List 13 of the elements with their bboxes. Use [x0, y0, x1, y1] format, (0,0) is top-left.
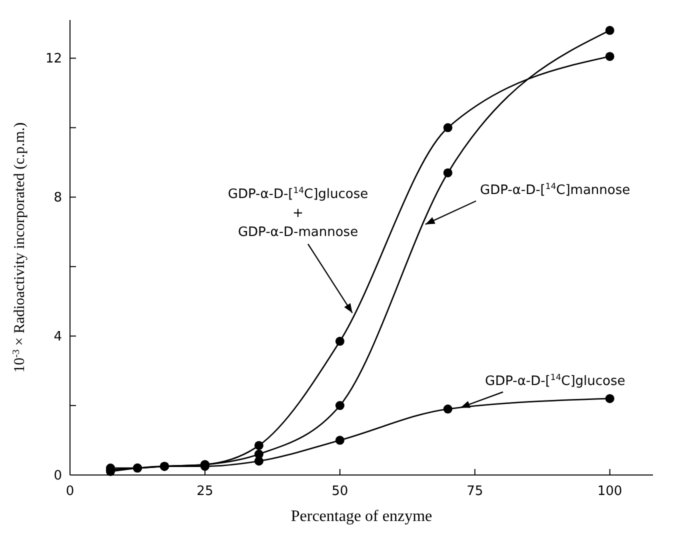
x-tick-label: 0 — [66, 484, 74, 499]
series-label: GDP-α-D-[$^{14}$C]glucose — [485, 372, 626, 389]
x-tick-label: 75 — [466, 484, 484, 499]
x-tick-label: 25 — [196, 484, 214, 499]
y-tick-label: 4 — [54, 330, 62, 345]
x-axis-title: Percentage of enzyme — [290, 508, 432, 525]
text: GDP-α-D-[$^{14}$C]mannose — [480, 181, 630, 198]
y-tick-label: 8 — [54, 190, 62, 206]
y-tick-label: 12 — [45, 52, 62, 67]
x-tick-label: 50 — [332, 484, 348, 499]
y-tick-label: 0 — [54, 468, 62, 484]
x-tick-label: 100 — [597, 484, 622, 499]
series-label: GDP-α-D-[$^{14}$C]glucose + GDP-α-D-mannose — [228, 185, 368, 240]
